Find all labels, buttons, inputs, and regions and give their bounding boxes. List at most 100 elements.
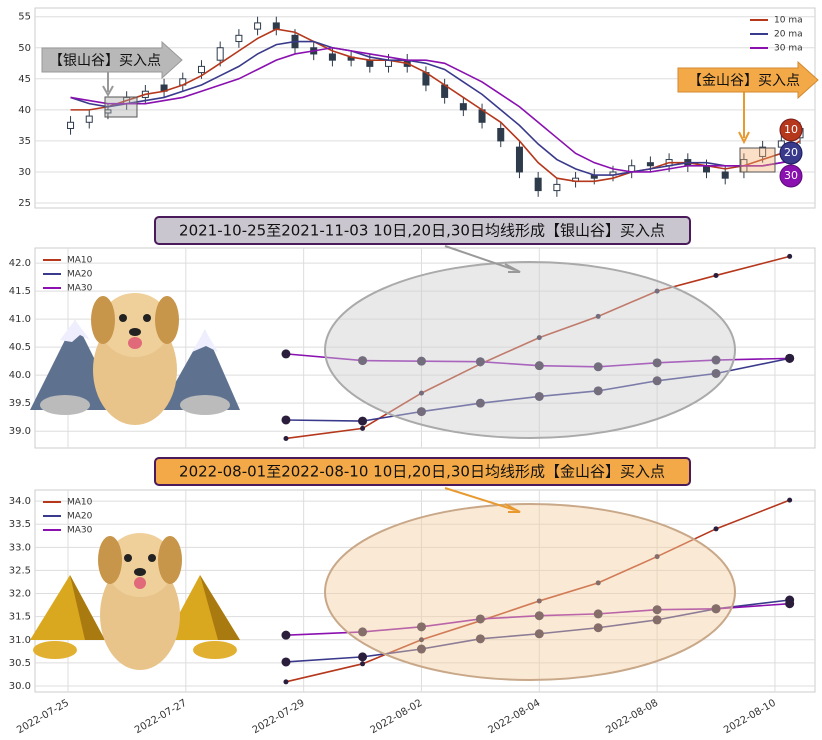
x-tick-label: 2022-08-10 — [722, 698, 778, 737]
legend-label: 20 ma — [774, 30, 803, 40]
point — [281, 657, 291, 667]
y-tick-label: 45 — [18, 74, 31, 85]
y-tick-label: 34.0 — [9, 496, 31, 507]
y-tick-label: 40.0 — [9, 370, 31, 381]
point — [358, 356, 368, 366]
point — [475, 357, 485, 367]
y-tick-label: 39.0 — [9, 426, 31, 437]
y-tick-label: 30.5 — [9, 658, 31, 669]
point — [360, 661, 366, 667]
point — [593, 386, 603, 396]
point — [358, 416, 368, 426]
point — [652, 615, 662, 625]
badge-label: 20 — [784, 146, 798, 159]
point — [358, 652, 368, 662]
ma-line — [70, 46, 801, 173]
point — [534, 391, 544, 401]
y-tick-label: 25 — [18, 198, 31, 209]
point — [536, 335, 542, 341]
legend-label: MA30 — [67, 526, 93, 536]
arrow — [444, 487, 521, 513]
badge — [779, 164, 803, 188]
y-tick-label: 32.5 — [9, 565, 31, 576]
candle-body — [759, 146, 767, 157]
point — [652, 605, 662, 615]
candle-body — [216, 47, 224, 61]
y-tick-label: 50 — [18, 43, 31, 54]
candle-body — [272, 22, 280, 30]
y-tick-label: 35 — [18, 136, 31, 147]
point — [283, 679, 289, 685]
point — [281, 349, 291, 359]
legend-label: 30 ma — [774, 44, 803, 54]
point — [595, 313, 601, 319]
y-tick-label: 42.0 — [9, 258, 31, 269]
x-tick-label: 2022-07-27 — [133, 698, 189, 737]
point — [785, 353, 795, 363]
legend-label: MA30 — [67, 284, 93, 294]
point — [358, 627, 368, 637]
point — [654, 288, 660, 294]
legend-label: MA10 — [67, 256, 93, 266]
badge-label: 10 — [784, 123, 798, 136]
candle-body — [515, 146, 523, 173]
candle-body — [646, 162, 654, 167]
annotation-box — [41, 40, 183, 80]
point — [536, 598, 542, 604]
ma-line — [70, 40, 801, 176]
arrow — [102, 72, 114, 98]
point — [652, 376, 662, 386]
y-tick-label: 40 — [18, 105, 31, 116]
point — [475, 614, 485, 624]
illustration-silver — [30, 293, 240, 425]
annotation: 【银山谷】买入点 — [49, 53, 161, 69]
candle-body — [534, 177, 542, 192]
candle-body — [67, 121, 75, 129]
candle-body — [254, 22, 262, 30]
candle-body — [459, 103, 467, 111]
candle-body — [721, 171, 729, 179]
y-tick-label: 40.5 — [9, 342, 31, 353]
point — [713, 526, 719, 532]
ma-line — [70, 28, 801, 183]
arrow — [738, 92, 750, 145]
valley-box — [104, 96, 138, 118]
point — [416, 644, 426, 654]
point — [281, 415, 291, 425]
legend-label: MA20 — [67, 512, 93, 522]
point — [475, 398, 485, 408]
badge-label: 30 — [784, 169, 798, 182]
point — [360, 425, 366, 431]
point — [283, 435, 289, 441]
point — [595, 580, 601, 586]
candle-body — [497, 127, 505, 142]
candle-body — [235, 34, 243, 43]
legend-label: MA20 — [67, 270, 93, 280]
x-tick-label: 2022-07-29 — [251, 698, 307, 737]
y-tick-label: 31.0 — [9, 635, 31, 646]
x-tick-label: 2022-08-08 — [604, 698, 660, 737]
point — [475, 634, 485, 644]
point — [281, 630, 291, 640]
panel-top — [34, 7, 816, 209]
annotation: 【金山谷】买入点 — [688, 73, 800, 89]
point — [652, 358, 662, 368]
arrow — [444, 245, 521, 273]
annotation-box — [677, 60, 819, 100]
point — [787, 497, 793, 503]
y-tick-label: 41.0 — [9, 314, 31, 325]
y-tick-label: 33.0 — [9, 542, 31, 553]
candle-body — [553, 183, 561, 192]
point — [654, 554, 660, 560]
point — [593, 623, 603, 633]
point — [416, 407, 426, 417]
legend-label: 10 ma — [774, 16, 803, 26]
badge — [779, 118, 803, 142]
panel-title: 2022-08-01至2022-08-10 10日,20日,30日均线形成【金山… — [179, 463, 665, 481]
point — [785, 599, 795, 609]
point — [416, 356, 426, 366]
y-tick-label: 31.5 — [9, 612, 31, 623]
candle-body — [366, 59, 374, 67]
